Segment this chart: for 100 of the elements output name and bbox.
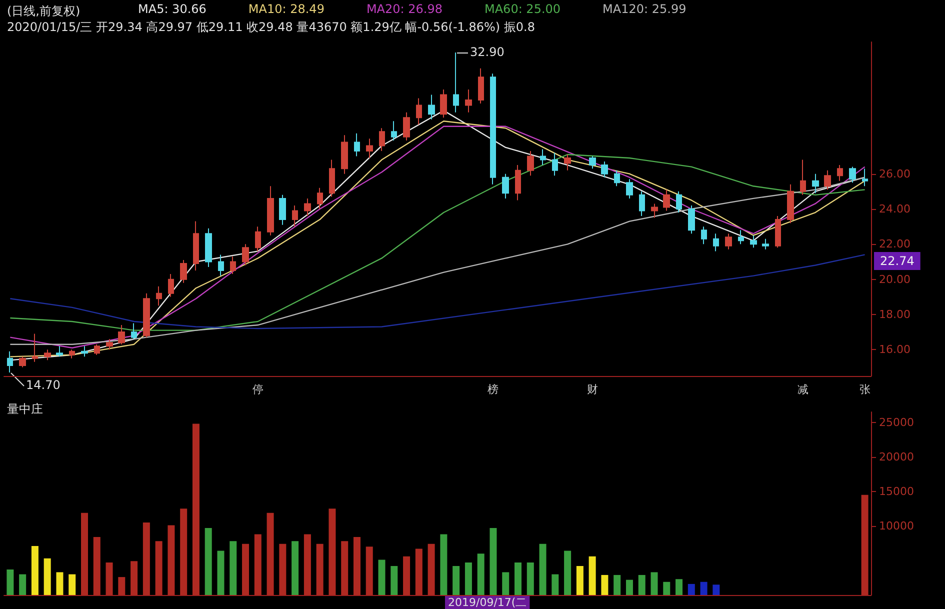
candlestick	[540, 148, 546, 166]
line-series	[10, 176, 866, 345]
candlestick	[230, 256, 236, 275]
y-tick-label: 20.00	[879, 272, 910, 286]
candlestick	[193, 220, 199, 272]
y-tick-label: 26.00	[879, 167, 910, 180]
candlestick	[403, 112, 410, 141]
candlestick	[341, 134, 348, 174]
y-tick-label: 16.00	[879, 343, 910, 356]
bar	[19, 574, 26, 595]
candlestick	[118, 324, 125, 345]
candlestick	[366, 138, 373, 159]
candlestick	[156, 286, 162, 306]
bar	[676, 579, 683, 595]
bar	[861, 494, 868, 595]
bar	[477, 554, 484, 595]
annotation: 32.90	[470, 45, 504, 59]
candlestick	[279, 194, 286, 226]
candlestick	[515, 164, 521, 201]
candlestick	[837, 164, 843, 182]
x-tick-label: 榜	[488, 383, 499, 396]
bar	[93, 536, 100, 595]
candlestick	[329, 159, 335, 198]
bar	[242, 544, 250, 595]
bar	[415, 548, 422, 595]
candlestick	[626, 178, 633, 199]
bar	[526, 562, 534, 595]
candlestick	[56, 346, 63, 358]
candlestick	[168, 274, 174, 298]
candlestick	[762, 238, 769, 250]
candlestick	[651, 203, 658, 218]
candlestick	[440, 88, 447, 118]
candlestick	[428, 94, 435, 120]
line-series	[10, 154, 866, 331]
bar	[81, 512, 88, 595]
bar	[168, 525, 175, 595]
chart-title: 量中庄	[7, 402, 43, 416]
text: MA10: 28.49	[248, 2, 324, 16]
bar	[56, 572, 64, 595]
bar	[712, 584, 720, 595]
candlestick	[639, 190, 645, 217]
candlestick	[205, 228, 212, 268]
bar	[266, 512, 274, 595]
bar	[650, 572, 658, 595]
bar	[155, 541, 162, 595]
candlestick	[787, 184, 794, 224]
candlestick	[601, 161, 608, 178]
candlestick	[354, 132, 360, 157]
bar	[6, 569, 14, 595]
candlestick	[267, 186, 274, 236]
chart-subtitle: 2020/01/15/三 开29.34 高29.97 低29.11 收29.48 量43670 额1.29亿 幅-0.56(-1.86%) 振0.8	[7, 20, 535, 34]
bar	[428, 544, 435, 595]
candlestick	[106, 338, 113, 350]
y-tick-label: 25000	[879, 416, 914, 429]
bar	[366, 546, 373, 595]
candlestick	[502, 173, 509, 199]
bar	[204, 528, 212, 595]
candlestick	[255, 226, 261, 252]
candlestick	[379, 128, 385, 152]
bar	[452, 566, 460, 595]
bar	[130, 561, 138, 595]
y-tick-label: 22.00	[879, 238, 910, 251]
bar	[403, 556, 410, 595]
bar	[440, 534, 448, 595]
candlestick	[775, 216, 781, 248]
bar	[31, 546, 38, 595]
bar	[68, 574, 76, 595]
text: 14.70	[26, 378, 60, 392]
candlestick	[663, 189, 670, 212]
candlestick	[453, 52, 459, 113]
y-tick-label: 15000	[879, 484, 914, 498]
candlestick	[44, 349, 51, 361]
candlestick	[19, 356, 26, 368]
text: 22.74	[880, 254, 914, 268]
bar	[552, 574, 559, 595]
candlestick	[478, 68, 484, 104]
chart-title: (日线,前复权)	[7, 4, 80, 18]
candlestick	[862, 168, 868, 187]
candlestick	[750, 234, 757, 248]
bar	[539, 544, 546, 595]
text: MA20: 26.98	[366, 2, 442, 16]
bar	[626, 580, 633, 595]
candlestick	[589, 156, 596, 170]
bar	[44, 558, 51, 595]
bar	[638, 574, 646, 595]
candlestick	[701, 226, 707, 245]
candlestick	[490, 73, 496, 185]
candlestick	[552, 152, 558, 176]
bar	[378, 560, 386, 595]
y-tick-label: 24.00	[879, 202, 910, 216]
bar	[688, 584, 695, 595]
candlestick	[7, 350, 13, 373]
x-tick-label: 财	[586, 383, 598, 396]
bar	[341, 541, 348, 595]
candlestick	[32, 333, 38, 362]
candlestick	[304, 198, 311, 217]
candlestick	[69, 349, 75, 359]
candlestick	[242, 244, 249, 266]
candlestick	[416, 98, 422, 126]
candlestick	[180, 259, 187, 284]
